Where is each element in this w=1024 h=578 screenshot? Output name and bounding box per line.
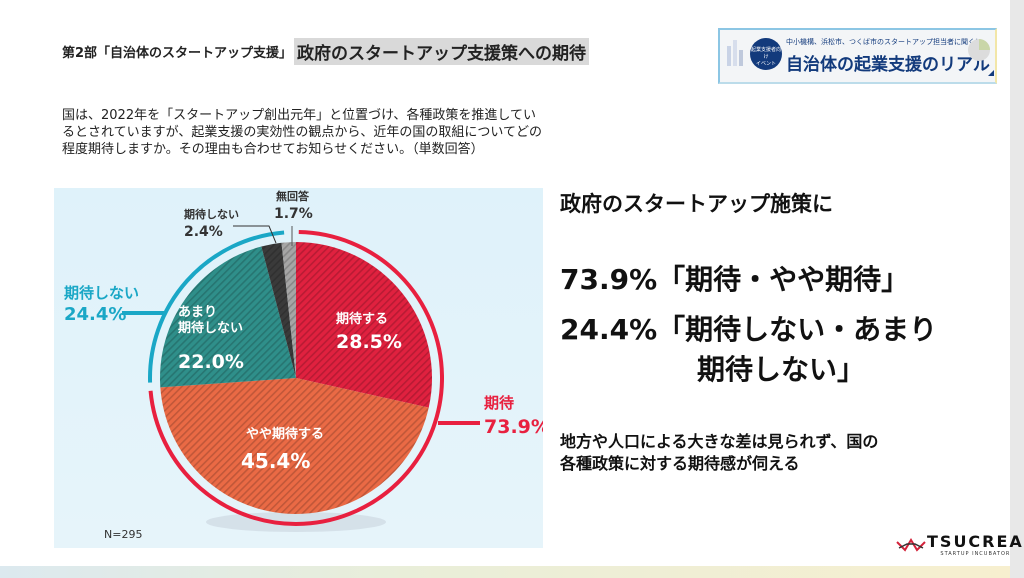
group-label: 期待しない <box>64 284 139 302</box>
slice-label: 無回答 <box>276 189 310 203</box>
slice-label: 期待しない <box>178 320 243 336</box>
slice-label: あまり <box>178 305 217 320</box>
banner-title: 自治体の起業支援のリアル <box>786 55 990 75</box>
group-label: 期待 <box>484 394 514 412</box>
group-value: 24.4% <box>64 304 126 325</box>
expect-group-arc <box>148 230 444 526</box>
pie-slice <box>261 242 296 378</box>
pie-slice <box>160 246 296 388</box>
leader-line <box>233 225 277 244</box>
banner-subtitle: 中小機構、浜松市、つくば市のスタートアップ担当者に聞く！ <box>786 38 982 46</box>
group-value: 73.9% <box>484 416 543 438</box>
pie-chart: 期待する28.5%やや期待する45.4%あまり期待しない22.0%期待しない2.… <box>64 189 543 532</box>
pie-shadow <box>206 512 386 532</box>
pie-decoration-icon <box>968 39 994 76</box>
pie-slice <box>281 242 296 378</box>
summary-line-3: 24.4%「期待しない・あまり <box>560 313 938 346</box>
summary-line-4: 期待しない」 <box>697 353 866 386</box>
slice-label: 期待しない <box>184 207 239 221</box>
pie-slice <box>296 242 432 408</box>
slice-value: 28.5% <box>336 331 402 353</box>
bottom-bar <box>0 566 1010 578</box>
slide-edge <box>1010 0 1024 578</box>
tsucrea-logo: TSUCREA STARTUP INCUBATOR <box>895 532 1024 557</box>
sample-size: N=295 <box>104 528 143 541</box>
summary-line-5: 地方や人口による大きな差は見られず、国の <box>560 432 879 451</box>
slice-value: 2.4% <box>184 224 223 240</box>
summary-line-2: 73.9%「期待・やや期待」 <box>560 263 910 296</box>
slice-label: やや期待する <box>246 426 324 442</box>
pie-slice <box>160 378 429 514</box>
survey-question: 国は、2022年を「スタートアップ創出元年」と位置づけ、各種政策を推進していると… <box>62 108 542 157</box>
bar-chart-decoration-icon <box>727 40 743 66</box>
summary-line-1: 政府のスタートアップ施策に <box>560 192 833 216</box>
section-label: 第2部「自治体のスタートアップ支援」 <box>62 46 293 61</box>
slide-heading: 第2部「自治体のスタートアップ支援」 政府のスタートアップ支援策への期待 <box>62 38 590 65</box>
logo-mark-icon <box>896 537 926 552</box>
event-banner[interactable]: 起業支援者向け イベント 中小機構、浜松市、つくば市のスタートアップ担当者に聞く！… <box>718 28 997 84</box>
slice-value: 1.7% <box>274 206 313 222</box>
slice-label: 期待する <box>336 311 388 327</box>
not-expect-group-arc <box>148 230 285 383</box>
summary-line-6: 各種政策に対する期待感が伺える <box>560 454 800 473</box>
slice-value: 45.4% <box>241 449 310 473</box>
event-badge: 起業支援者向け イベント <box>750 38 782 70</box>
slice-value: 22.0% <box>178 351 244 373</box>
slide-title: 政府のスタートアップ支援策への期待 <box>294 38 590 65</box>
